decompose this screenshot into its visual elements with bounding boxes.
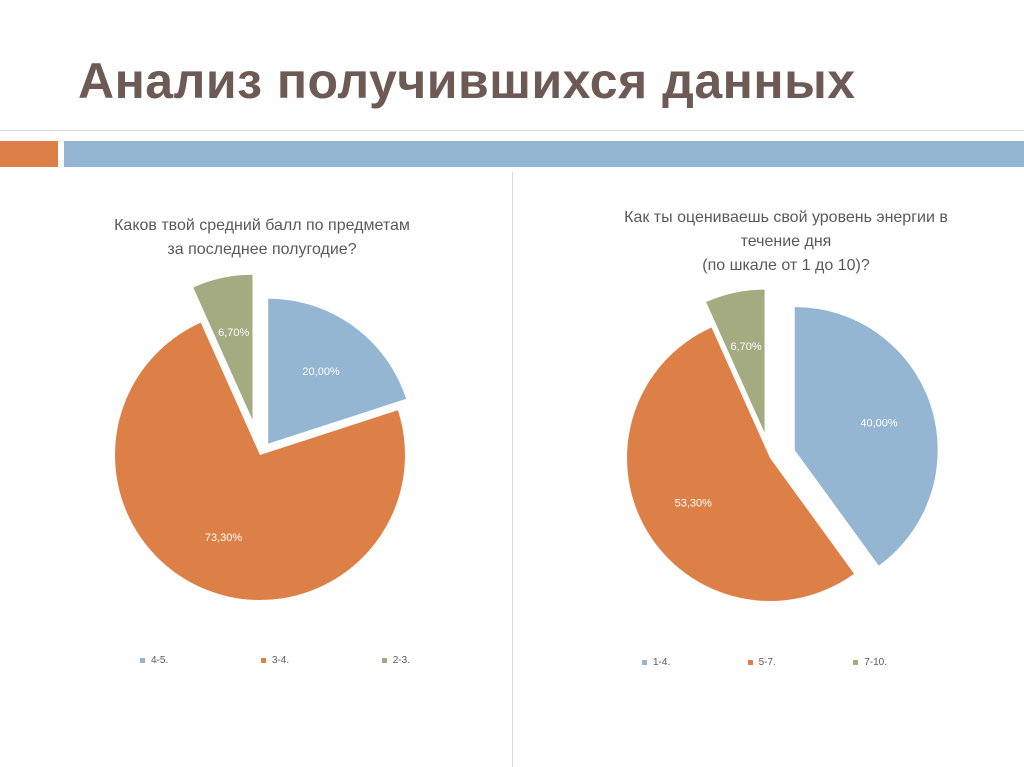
- legend-swatch-orange: [747, 660, 753, 665]
- legend-swatch-green: [853, 660, 859, 665]
- chart-2-legend: 1-4. 5-7. 7-10.: [642, 657, 887, 668]
- chart-1-title-line-2: за последнее полугодие?: [167, 241, 357, 258]
- chart-1-legend-item: 3-4.: [260, 655, 290, 666]
- chart-1-data-label-3: 6,70%: [218, 327, 249, 339]
- chart-1-legend-label-2: 3-4.: [271, 655, 290, 666]
- chart-1-slice-2: [115, 322, 406, 600]
- chart-1-data-label-1: 20,00%: [302, 366, 340, 378]
- chart-2-legend-label-2: 5-7.: [758, 657, 776, 668]
- legend-swatch-blue: [140, 658, 145, 663]
- chart-2-legend-label-1: 1-4.: [653, 657, 671, 668]
- legend-swatch-blue: [642, 660, 647, 665]
- chart-1-legend-item: 2-3.: [381, 655, 410, 666]
- legend-swatch-orange: [260, 658, 266, 663]
- chart-1-legend-item: 4-5.: [140, 655, 168, 666]
- title-rule: [0, 130, 1024, 131]
- accent-bar-blue: [64, 141, 1024, 167]
- chart-1-legend-label-3: 2-3.: [392, 655, 410, 666]
- chart-2-data-label-2: 53,30%: [675, 497, 713, 509]
- chart-2-legend-item: 5-7.: [747, 657, 776, 668]
- accent-bar-orange: [0, 141, 58, 167]
- chart-1-slice-3: [193, 274, 253, 420]
- chart-2-title-line-3: (по шкале от 1 до 10)?: [702, 257, 870, 274]
- chart-2-title-line-2: течение дня: [740, 233, 832, 250]
- chart-2-data-label-3: 6,70%: [730, 341, 761, 353]
- slide-title: Анализ получившихся данных: [78, 53, 856, 109]
- chart-1-data-label-2: 73,30%: [205, 532, 243, 544]
- chart-2-slice-1: [794, 306, 938, 566]
- chart-2-data-label-1: 40,00%: [860, 418, 898, 430]
- chart-2-slice-2: [627, 327, 855, 601]
- chart-1-legend: 4-5. 3-4. 2-3.: [140, 655, 410, 666]
- chart-1-title: Каков твой средний балл по предметам за …: [62, 214, 462, 262]
- chart-1-legend-label-1: 4-5.: [151, 655, 169, 666]
- chart-2-slice-3: [706, 289, 765, 433]
- chart-2-title-line-1: Как ты оцениваешь свой уровень энергии в: [624, 209, 948, 226]
- chart-2-legend-item: 7-10.: [853, 657, 887, 668]
- chart-2-title: Как ты оцениваешь свой уровень энергии в…: [566, 206, 1006, 278]
- chart-1-slice-1: [268, 298, 407, 444]
- legend-swatch-green: [381, 658, 387, 663]
- chart-1-title-line-1: Каков твой средний балл по предметам: [114, 217, 410, 234]
- chart-2-legend-label-3: 7-10.: [864, 657, 887, 668]
- chart-2-legend-item: 1-4.: [642, 657, 670, 668]
- chart-divider: [512, 172, 513, 767]
